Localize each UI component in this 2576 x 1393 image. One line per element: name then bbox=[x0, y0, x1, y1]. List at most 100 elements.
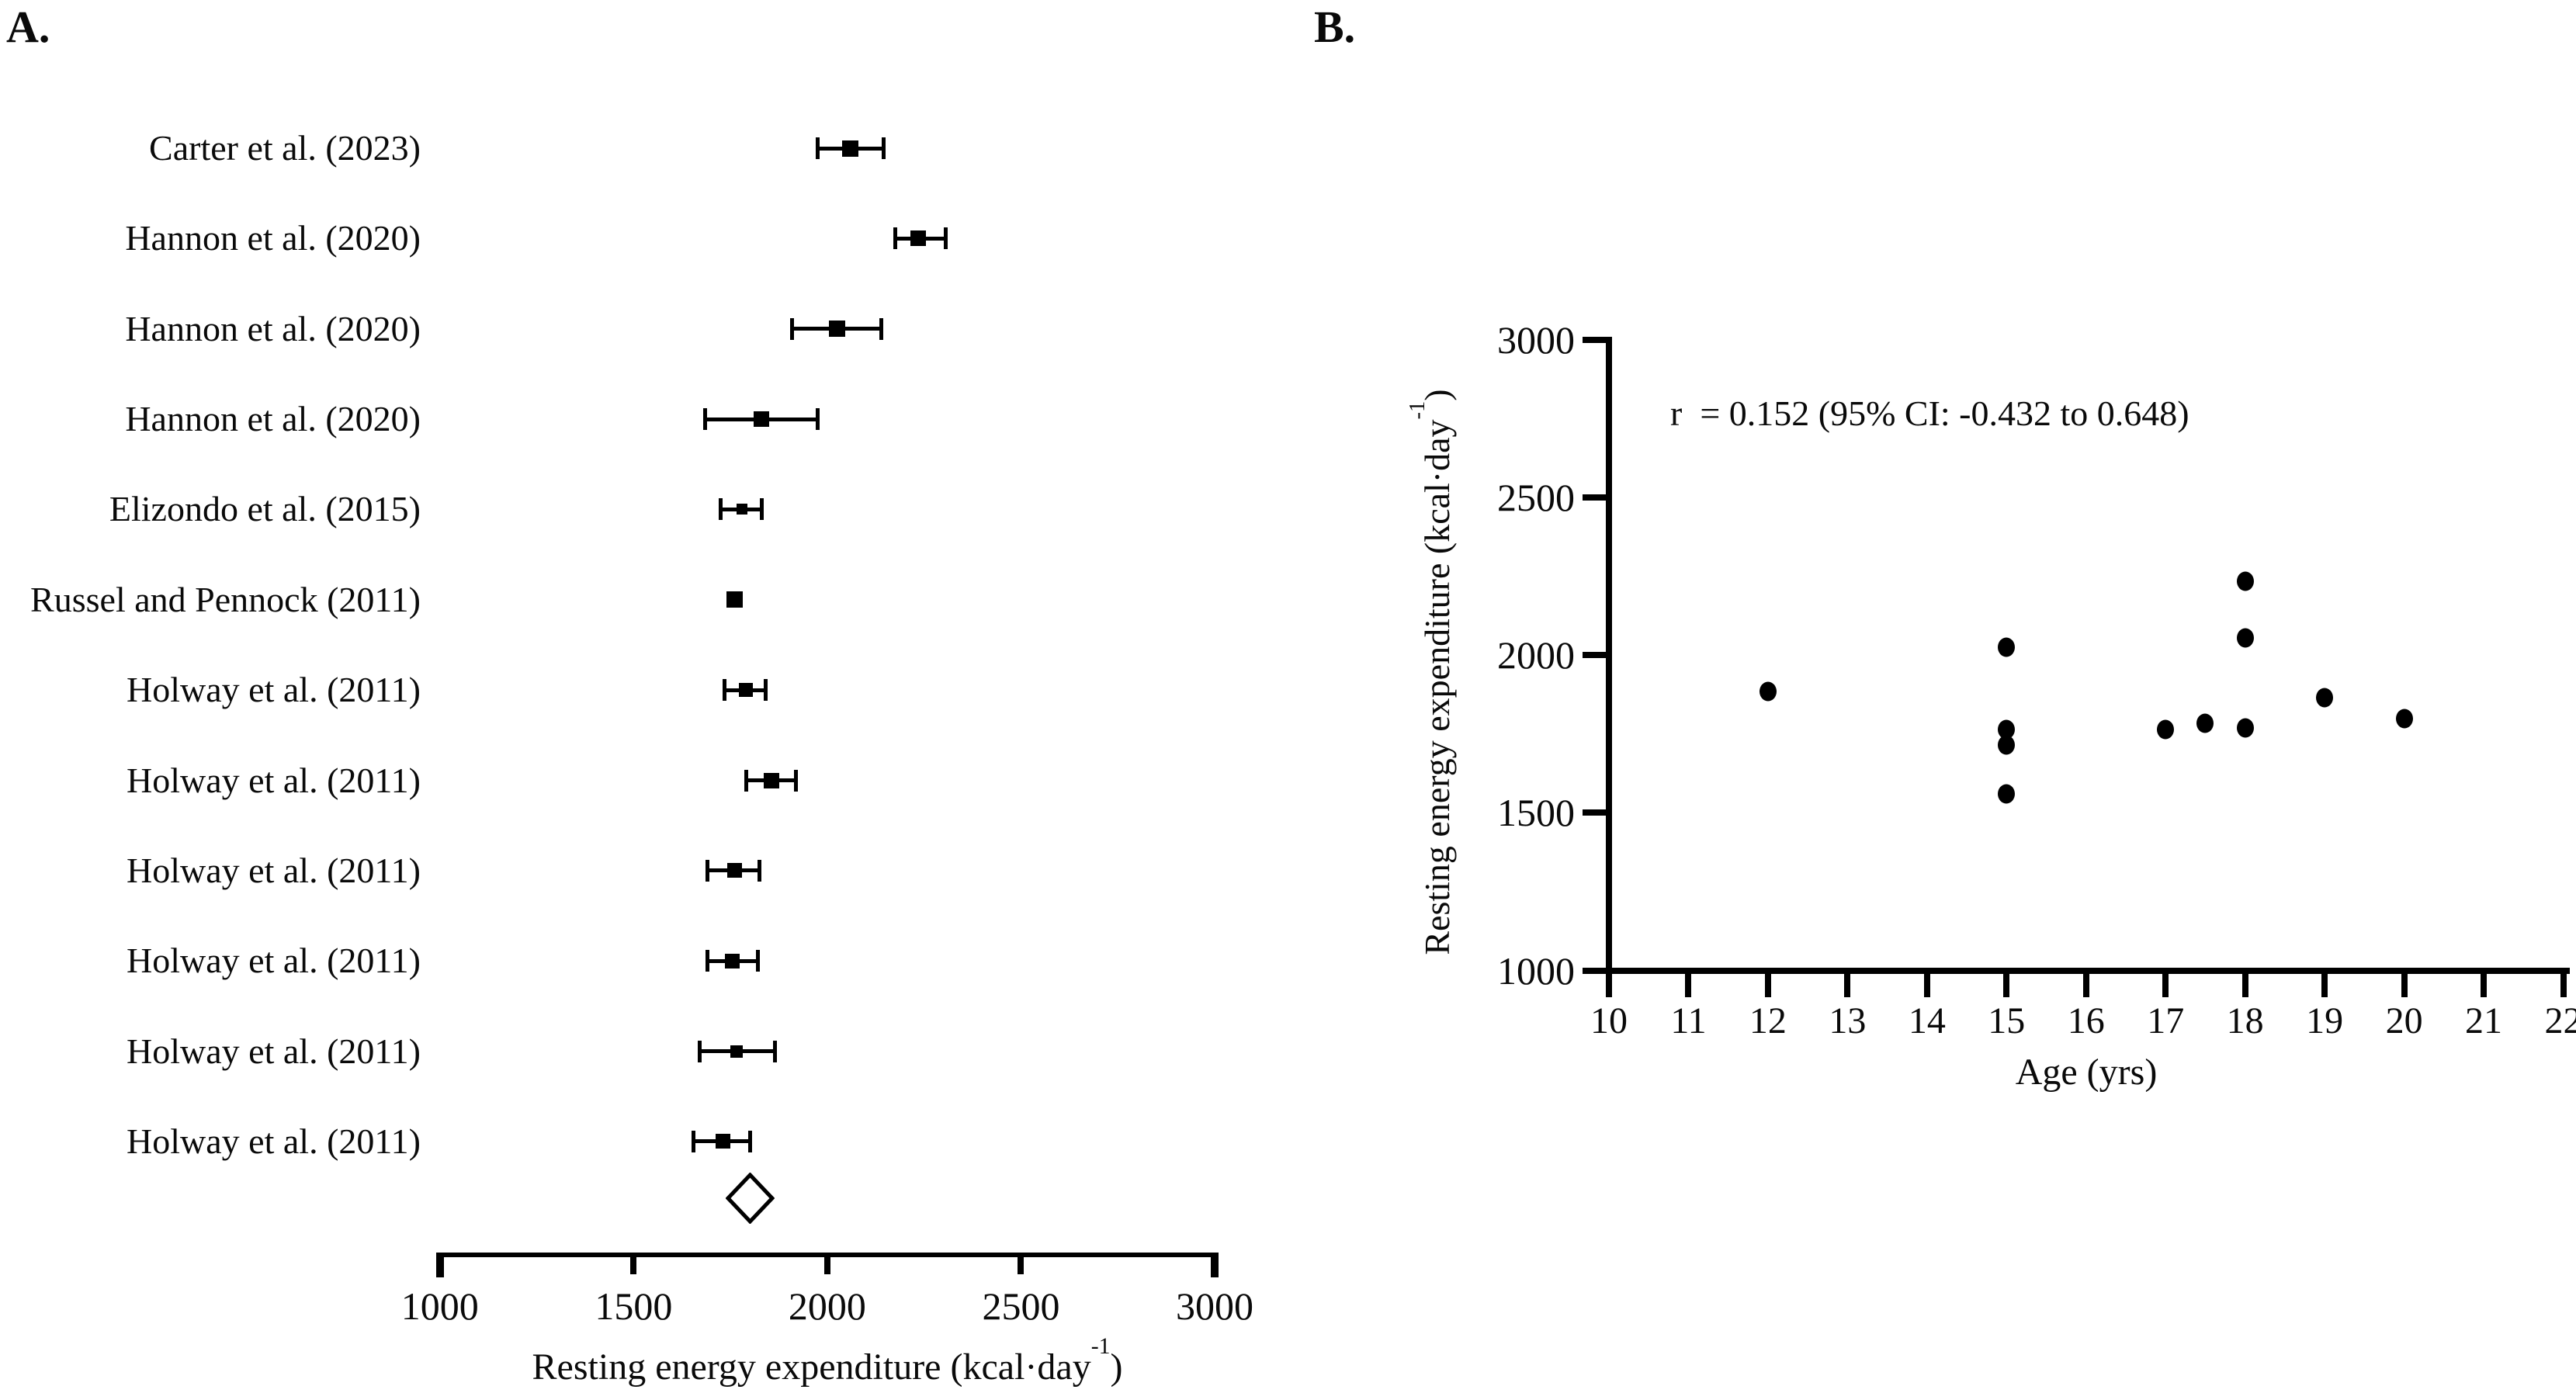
study-label: Holway et al. (2011) bbox=[127, 760, 421, 800]
scatter-x-axis-tick bbox=[1844, 973, 1851, 997]
ci-cap-right bbox=[759, 498, 764, 521]
scatter-y-axis-title-close: ) bbox=[1417, 389, 1457, 401]
scatter-x-axis-tick bbox=[2241, 973, 2248, 997]
scatter-x-axis-tick-label: 12 bbox=[1749, 1000, 1787, 1041]
study-marker bbox=[715, 1134, 730, 1149]
forest-axis-tick-label: 2500 bbox=[982, 1284, 1060, 1328]
scatter-y-axis-title: Resting energy expenditure (kcal·day-1) bbox=[1406, 389, 1457, 955]
scatter-x-axis-line bbox=[1606, 967, 2570, 974]
scatter-y-axis-tick-label: 1000 bbox=[1497, 948, 1575, 993]
scatter-point bbox=[1998, 719, 2016, 740]
study-marker bbox=[828, 321, 845, 338]
ci-cap-left bbox=[815, 137, 820, 159]
scatter-x-axis-tick bbox=[1764, 973, 1771, 997]
scatter-x-axis-tick-label: 10 bbox=[1590, 1000, 1628, 1041]
study-label: Carter et al. (2023) bbox=[149, 128, 421, 168]
scatter-x-axis-tick bbox=[1606, 973, 1612, 997]
scatter-x-axis-tick-label: 20 bbox=[2385, 1000, 2423, 1041]
scatter-point bbox=[2196, 713, 2214, 733]
forest-axis-tick-label: 1000 bbox=[400, 1284, 479, 1328]
ci-cap-left bbox=[893, 227, 897, 250]
forest-x-axis-title: Resting energy expenditure (kcal·day-1) bbox=[532, 1334, 1123, 1388]
forest-x-axis-title-close: ) bbox=[1110, 1346, 1123, 1388]
forest-x-axis-title-superscript: -1 bbox=[1090, 1332, 1111, 1359]
scatter-point bbox=[1759, 681, 1777, 702]
study-label: Russel and Pennock (2011) bbox=[30, 579, 421, 619]
scatter-point bbox=[2395, 709, 2413, 728]
study-marker bbox=[739, 683, 754, 698]
scatter-x-axis-tick-label: 21 bbox=[2465, 1000, 2503, 1041]
scatter-x-axis-tick bbox=[2560, 973, 2567, 997]
study-marker bbox=[726, 591, 743, 608]
ci-cap-left bbox=[744, 769, 748, 792]
ci-cap-right bbox=[881, 137, 886, 159]
panel-b-label: B. bbox=[1314, 2, 1356, 52]
ci-cap-right bbox=[747, 1130, 752, 1152]
study-marker bbox=[730, 1045, 743, 1058]
forest-axis-tick bbox=[435, 1253, 444, 1277]
scatter-y-axis-tick-label: 2500 bbox=[1497, 476, 1575, 520]
study-marker bbox=[754, 411, 770, 428]
forest-axis-tick bbox=[1211, 1253, 1219, 1277]
scatter-x-axis-tick bbox=[2162, 973, 2169, 997]
forest-axis-tick bbox=[630, 1253, 637, 1274]
ci-cap-left bbox=[703, 408, 708, 431]
scatter-point bbox=[2316, 688, 2334, 708]
forest-x-axis-title-text: Resting energy expenditure (kcal·day bbox=[532, 1346, 1091, 1388]
study-label: Elizondo et al. (2015) bbox=[109, 489, 421, 529]
scatter-point bbox=[2236, 628, 2254, 648]
scatter-x-axis-tick-label: 18 bbox=[2226, 1000, 2264, 1041]
study-label: Holway et al. (2011) bbox=[127, 670, 421, 710]
ci-cap-left bbox=[723, 679, 727, 702]
ci-cap-right bbox=[758, 859, 762, 882]
ci-cap-left bbox=[705, 950, 709, 972]
scatter-point bbox=[1998, 735, 2016, 755]
scatter-point bbox=[1998, 784, 2016, 804]
scatter-x-axis-tick-label: 11 bbox=[1670, 1000, 1707, 1041]
study-label: Holway et al. (2011) bbox=[127, 941, 421, 981]
ci-cap-right bbox=[755, 950, 760, 972]
ci-cap-right bbox=[794, 769, 799, 792]
scatter-point bbox=[1998, 637, 2016, 657]
study-marker bbox=[763, 772, 779, 788]
forest-axis-tick-label: 2000 bbox=[788, 1284, 866, 1328]
study-marker bbox=[726, 863, 742, 878]
scatter-y-axis-title-superscript: -1 bbox=[1406, 400, 1430, 420]
scatter-point bbox=[2236, 718, 2254, 738]
scatter-x-axis-tick bbox=[2082, 973, 2089, 997]
scatter-y-axis-tick bbox=[1583, 967, 1606, 974]
ci-cap-right bbox=[773, 1040, 778, 1062]
study-marker bbox=[725, 953, 740, 969]
forest-axis-tick-label: 3000 bbox=[1176, 1284, 1253, 1328]
scatter-x-axis-tick bbox=[2003, 973, 2010, 997]
scatter-point bbox=[2157, 719, 2175, 740]
ci-cap-left bbox=[790, 317, 795, 340]
scatter-y-axis-tick bbox=[1583, 809, 1606, 816]
ci-cap-right bbox=[815, 408, 820, 431]
scatter-y-axis-tick-label: 1500 bbox=[1497, 791, 1575, 835]
study-marker bbox=[910, 230, 927, 247]
scatter-x-axis-tick-label: 17 bbox=[2147, 1000, 2185, 1041]
ci-cap-left bbox=[705, 859, 709, 882]
scatter-x-axis-tick bbox=[2321, 973, 2328, 997]
scatter-x-axis-tick-label: 13 bbox=[1829, 1000, 1867, 1041]
scatter-x-axis-tick bbox=[1685, 973, 1692, 997]
scatter-y-axis-tick bbox=[1583, 652, 1606, 659]
ci-cap-right bbox=[763, 679, 768, 702]
scatter-x-axis-tick bbox=[1923, 973, 1930, 997]
forest-axis-tick bbox=[1018, 1253, 1025, 1274]
study-marker bbox=[842, 140, 859, 157]
ci-cap-left bbox=[719, 498, 723, 521]
scatter-y-axis-title-text: Resting energy expenditure (kcal·day bbox=[1417, 419, 1457, 955]
scatter-y-axis-tick bbox=[1583, 337, 1606, 343]
study-marker bbox=[737, 504, 748, 515]
scatter-y-axis-tick bbox=[1583, 494, 1606, 501]
scatter-x-axis-tick-label: 22 bbox=[2544, 1000, 2576, 1041]
study-label: Hannon et al. (2020) bbox=[125, 218, 421, 258]
ci-cap-right bbox=[943, 227, 948, 250]
forest-axis-tick-label: 1500 bbox=[595, 1284, 673, 1328]
study-label: Hannon et al. (2020) bbox=[125, 399, 421, 439]
study-label: Holway et al. (2011) bbox=[127, 850, 421, 890]
scatter-point bbox=[2236, 571, 2254, 591]
